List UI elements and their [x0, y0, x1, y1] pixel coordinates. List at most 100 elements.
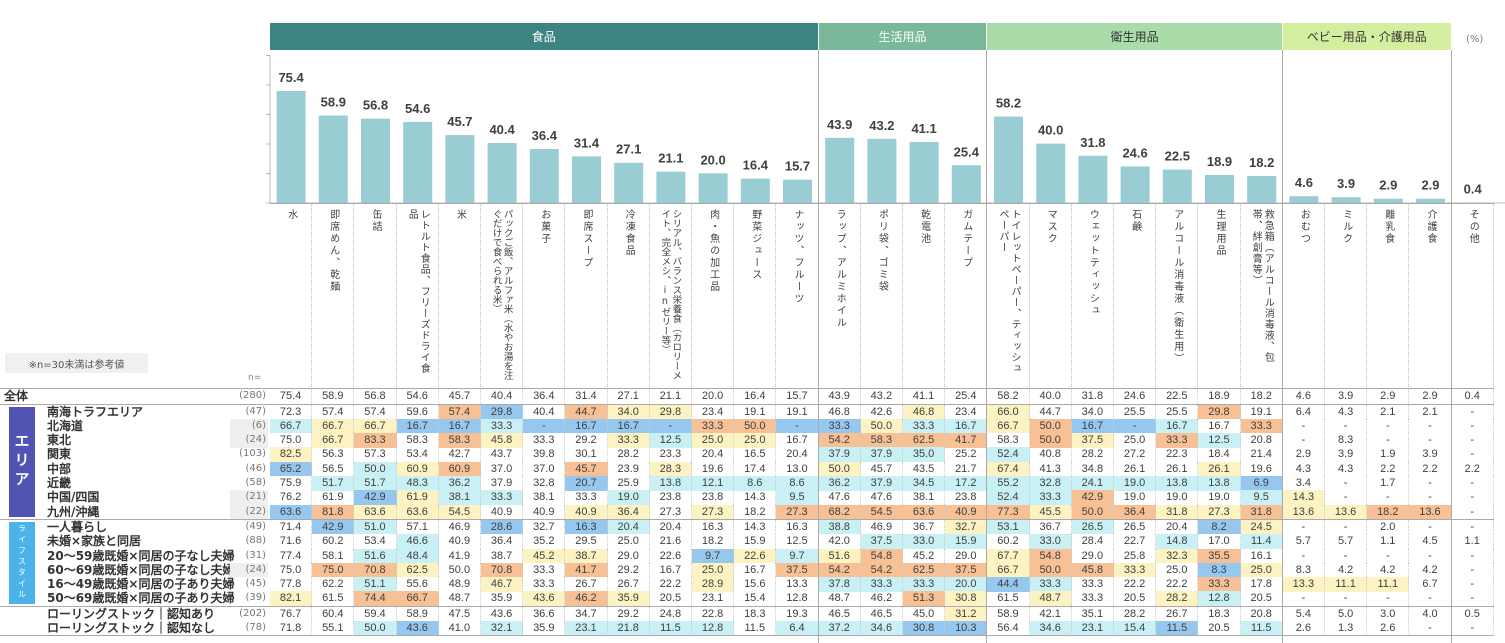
table-cell: 11.5 [649, 621, 692, 636]
table-row: 近畿 (58) 75.9 51.7 51.7 48.3 36.2 37.9 32.8 20.7 25… [0, 476, 1505, 491]
table-cell: - [1452, 621, 1494, 636]
table-cell: 43.6 [396, 621, 439, 636]
table-cell: - [1409, 621, 1452, 636]
table-cell: - [1367, 418, 1410, 434]
bar-value-label: 58.9 [321, 95, 346, 110]
table-cell: 55.1 [312, 621, 355, 636]
row-label: 南海トラフエリア [47, 404, 144, 419]
table-cell: 20.5 [650, 591, 692, 606]
table-cell: 13.3 [1282, 577, 1325, 592]
header-rule [270, 203, 1494, 204]
table-cell: 6.9 [1240, 476, 1283, 491]
table-cell: 33.3 [903, 577, 946, 592]
row-sample-size: (88) [245, 535, 266, 547]
table-cell: 29.8 [1198, 404, 1241, 419]
table-cell: 22.3 [1156, 447, 1199, 462]
table-cell: 22.2 [650, 577, 692, 592]
row-label: ローリングストック｜認知あり [47, 606, 216, 621]
table-cell: 27.1 [608, 389, 650, 404]
table-cell: 24.5 [1240, 519, 1283, 535]
table-cell: 29.0 [945, 548, 988, 563]
table-cell: 61.9 [396, 490, 439, 505]
table-cell: 13.6 [1282, 504, 1325, 520]
column-header: 生理用品 [1198, 203, 1241, 387]
table-cell: 20.4 [607, 519, 650, 535]
bar-value-label: 36.4 [532, 128, 558, 143]
table-cell: 57.1 [397, 519, 439, 535]
bar-value-label: 43.9 [827, 117, 852, 132]
bar [1162, 169, 1192, 203]
table-cell: 59.6 [397, 404, 439, 419]
table-cell: 25.0 [1240, 562, 1283, 578]
table-cell: 53.1 [987, 519, 1030, 535]
table-cell: 40.9 [439, 534, 481, 549]
column-header-label: ラップ、アルミホイル [834, 209, 846, 329]
bar [276, 91, 306, 203]
table-row: 20～59歳既婚×同居の子なし夫婦 (31) 77.4 58.1 51.6 48.4 41.… [0, 548, 1505, 563]
table-cell: 34.0 [607, 404, 650, 419]
table-cell: 16.5 [734, 447, 777, 462]
column-header: レトルト食品、フリーズドライ食品 [397, 203, 439, 387]
table-cell: 12.8 [692, 621, 735, 636]
table-cell: 34.6 [1029, 621, 1072, 636]
table-cell: 45.0 [903, 606, 946, 622]
row-label: 北海道 [47, 418, 84, 433]
bar-value-label: 20.0 [700, 152, 725, 167]
table-cell: 29.0 [608, 548, 650, 563]
table-cell: 33.3 [607, 433, 650, 448]
table-cell: - [1409, 490, 1452, 505]
table-cell: 20.4 [776, 447, 819, 462]
table-cell: 58.3 [860, 433, 903, 448]
table-cell: 6.7 [1409, 577, 1452, 592]
column-header-label: トイレットペーパー、ティッシュペーパー [996, 209, 1020, 374]
table-cell: 75.9 [270, 476, 313, 491]
table-cell: 20.5 [1241, 591, 1283, 606]
table-cell: 22.8 [692, 606, 735, 622]
table-cell: 25.4 [945, 389, 988, 404]
table-cell: 58.9 [987, 606, 1030, 622]
table-cell: - [1409, 548, 1452, 563]
table-cell: 1.7 [1367, 476, 1410, 491]
table-cell: 13.6 [1409, 504, 1452, 520]
table-cell: 62.5 [903, 562, 946, 578]
bar-value-label: 43.2 [869, 118, 894, 133]
bar-value-label: 27.1 [616, 142, 641, 157]
table-cell: 11.1 [1367, 577, 1410, 592]
table-cell: 56.8 [354, 389, 397, 404]
table-cell: 4.3 [1325, 461, 1368, 477]
table-cell: 66.7 [312, 433, 355, 448]
table-cell: 28.2 [1114, 606, 1157, 622]
table-cell: 52.4 [987, 447, 1030, 462]
table-cell: 40.8 [1030, 447, 1072, 462]
table-cell: 26.1 [1114, 461, 1157, 477]
row-sample-size: (21) [230, 490, 268, 505]
table-cell: 71.4 [270, 519, 313, 535]
table-cell: 11.4 [1240, 534, 1283, 549]
bar-chart: 75.4 58.9 56.8 54.6 45.7 40.4 36.4 31.4 27.1 21.1… [266, 55, 1505, 204]
table-cell: 82.1 [270, 591, 313, 606]
column-header: アルコール消毒液（衛生用） [1156, 203, 1199, 387]
table-cell: 60.2 [312, 534, 355, 549]
table-cell: 35.9 [523, 621, 566, 636]
table-cell: 22.5 [1156, 389, 1199, 404]
table-cell: 58.2 [987, 389, 1030, 404]
table-cell: 33.3 [1029, 490, 1072, 505]
table-cell: 50.0 [1029, 562, 1072, 578]
bar [740, 178, 770, 203]
category-band-label: 生活用品 [878, 30, 927, 44]
table-cell: 23.8 [945, 490, 988, 505]
table-cell: - [1452, 519, 1494, 535]
column-header: ポリ袋、ゴミ袋 [861, 203, 903, 387]
bar-value-label: 54.6 [405, 101, 430, 116]
table-cell: 81.8 [312, 504, 355, 520]
table-cell: 42.9 [1071, 490, 1114, 505]
table-cell: 4.2 [1367, 562, 1410, 578]
row-label: 東北 [47, 433, 72, 448]
bar-value-label: 21.1 [658, 151, 683, 166]
table-cell: 43.6 [523, 591, 566, 606]
table-cell: 54.8 [860, 548, 903, 563]
table-cell: 47.6 [819, 490, 861, 505]
table-cell: 54.6 [397, 389, 439, 404]
table-cell: - [1452, 404, 1494, 419]
table-cell: 50.0 [734, 418, 777, 434]
